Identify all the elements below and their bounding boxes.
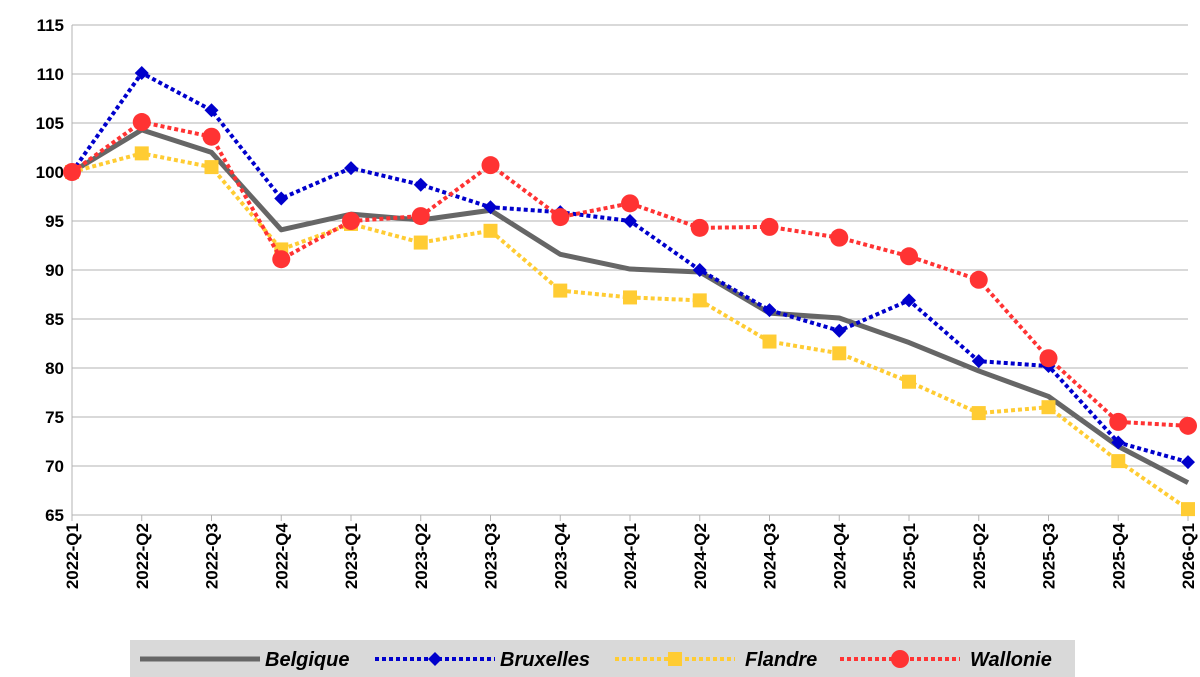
data-point <box>551 208 570 227</box>
x-tick-label: 2024-Q1 <box>621 523 640 589</box>
y-tick-label: 80 <box>45 359 64 378</box>
data-point <box>134 66 149 81</box>
data-point <box>1179 416 1197 435</box>
legend-label: Bruxelles <box>500 649 590 671</box>
y-tick-label: 95 <box>45 212 64 231</box>
data-point <box>902 374 916 389</box>
data-point <box>202 127 221 146</box>
data-point <box>63 163 81 181</box>
data-point <box>623 214 637 228</box>
legend-marker <box>668 652 682 666</box>
data-point <box>1039 349 1058 368</box>
data-point <box>969 270 988 289</box>
data-point <box>692 263 707 277</box>
data-point <box>1111 454 1126 469</box>
legend-label: Belgique <box>265 649 349 671</box>
x-tick-label: 2022-Q1 <box>63 523 82 589</box>
data-point <box>204 103 219 118</box>
y-tick-label: 70 <box>45 457 64 476</box>
data-point <box>134 146 149 161</box>
y-tick-label: 110 <box>37 65 64 84</box>
data-point <box>272 250 291 269</box>
data-point <box>621 194 639 213</box>
legend-label: Wallonie <box>970 649 1052 671</box>
y-tick-label: 65 <box>45 506 64 525</box>
x-tick-label: 2023-Q3 <box>482 523 501 589</box>
y-tick-label: 85 <box>45 310 64 329</box>
x-tick-label: 2022-Q3 <box>203 523 222 589</box>
x-tick-label: 2025-Q2 <box>970 523 989 589</box>
data-point <box>900 247 918 266</box>
legend-marker <box>428 652 442 666</box>
data-point <box>1109 412 1128 431</box>
y-tick-label: 105 <box>36 114 64 133</box>
x-tick-label: 2023-Q2 <box>412 523 431 589</box>
data-point <box>692 293 707 308</box>
data-point <box>413 235 428 250</box>
data-point <box>1181 502 1195 517</box>
legend-marker <box>891 650 909 668</box>
legend-label: Flandre <box>745 649 817 671</box>
x-tick-label: 2022-Q2 <box>133 523 152 589</box>
data-point <box>830 228 849 247</box>
y-tick-label: 75 <box>45 408 64 427</box>
x-tick-label: 2024-Q3 <box>761 523 780 589</box>
x-tick-label: 2024-Q2 <box>691 523 710 589</box>
x-tick-label: 2023-Q4 <box>551 522 570 589</box>
data-point <box>971 406 986 421</box>
data-point <box>483 223 498 238</box>
data-point <box>553 283 568 298</box>
x-tick-label: 2025-Q4 <box>1109 522 1128 589</box>
data-point <box>832 346 847 361</box>
x-tick-label: 2026-Q1 <box>1179 523 1198 589</box>
data-point <box>762 334 777 349</box>
data-point <box>481 156 500 175</box>
data-point <box>413 177 428 192</box>
x-tick-label: 2024-Q4 <box>830 522 849 589</box>
data-point <box>832 323 847 338</box>
y-tick-label: 115 <box>37 16 64 35</box>
x-tick-label: 2023-Q1 <box>342 523 361 589</box>
y-tick-label: 100 <box>36 163 64 182</box>
data-point <box>623 290 637 305</box>
x-tick-label: 2025-Q1 <box>900 523 919 589</box>
data-point <box>483 200 498 215</box>
data-point <box>1111 435 1126 450</box>
data-point <box>690 218 709 237</box>
x-tick-label: 2022-Q4 <box>272 522 291 589</box>
data-point <box>762 303 777 318</box>
y-tick-label: 90 <box>45 261 64 280</box>
data-point <box>902 293 916 308</box>
x-tick-label: 2025-Q3 <box>1040 523 1059 589</box>
series-line <box>70 120 1189 428</box>
data-point <box>344 161 358 176</box>
data-point <box>274 191 289 206</box>
data-point <box>132 113 151 132</box>
data-point <box>1041 400 1056 415</box>
data-point <box>1181 455 1195 470</box>
data-point <box>760 217 779 236</box>
data-point <box>342 212 360 230</box>
series-line <box>70 127 1190 485</box>
data-point <box>971 354 986 369</box>
data-point <box>204 160 219 175</box>
data-point <box>411 207 430 226</box>
